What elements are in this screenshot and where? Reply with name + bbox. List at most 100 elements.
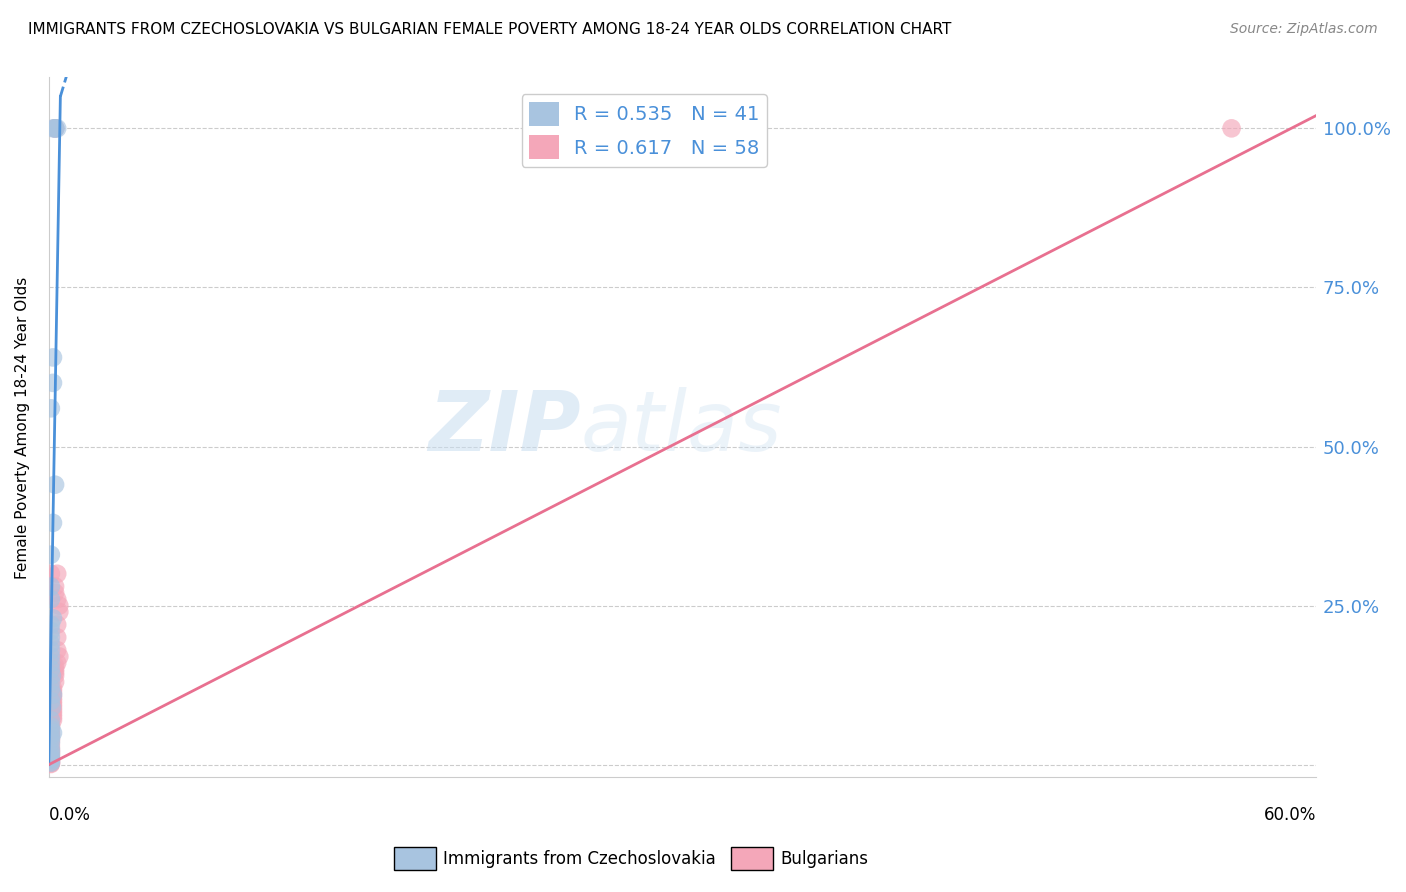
Point xyxy=(39,694,62,708)
Point xyxy=(39,719,62,733)
Point xyxy=(48,599,70,613)
Point xyxy=(1220,121,1243,136)
Point xyxy=(44,668,66,682)
Point xyxy=(39,741,62,756)
Point xyxy=(39,751,62,765)
Point xyxy=(39,566,62,581)
Point xyxy=(44,477,66,491)
Point xyxy=(42,688,65,702)
Point xyxy=(44,121,66,136)
Point xyxy=(46,631,69,645)
Point xyxy=(39,741,62,756)
Point xyxy=(42,706,65,721)
Point xyxy=(39,745,62,759)
Point xyxy=(42,713,65,727)
Point xyxy=(44,662,66,676)
Point xyxy=(42,681,65,696)
Point xyxy=(41,700,63,714)
Point xyxy=(39,631,62,645)
Point xyxy=(44,121,66,136)
Point xyxy=(39,726,62,740)
Point xyxy=(39,656,62,670)
Point xyxy=(39,727,62,741)
Point xyxy=(39,732,62,747)
Point xyxy=(39,548,62,562)
Point xyxy=(39,756,62,770)
Text: 60.0%: 60.0% xyxy=(1264,806,1316,824)
Text: ZIP: ZIP xyxy=(429,387,581,468)
Point xyxy=(39,617,62,632)
Text: Bulgarians: Bulgarians xyxy=(780,849,869,868)
Point xyxy=(39,716,62,731)
Point xyxy=(39,748,62,763)
Point xyxy=(42,700,65,714)
Point xyxy=(48,605,70,619)
Point xyxy=(48,649,70,664)
Point xyxy=(39,719,62,733)
Point xyxy=(42,611,65,625)
Point xyxy=(42,694,65,708)
Point xyxy=(42,376,65,390)
Point xyxy=(39,732,62,747)
Point xyxy=(39,753,62,767)
Text: Source: ZipAtlas.com: Source: ZipAtlas.com xyxy=(1230,22,1378,37)
Point xyxy=(42,684,65,698)
Point xyxy=(39,681,62,696)
Point xyxy=(39,735,62,749)
Point xyxy=(39,592,62,607)
Point xyxy=(46,617,69,632)
Point xyxy=(39,723,62,737)
Point xyxy=(42,726,65,740)
Point xyxy=(39,732,62,747)
Point xyxy=(46,592,69,607)
Legend: R = 0.535   N = 41, R = 0.617   N = 58: R = 0.535 N = 41, R = 0.617 N = 58 xyxy=(522,95,768,167)
Point xyxy=(39,748,62,763)
Point xyxy=(39,649,62,664)
Point xyxy=(39,746,62,760)
Point xyxy=(39,706,62,721)
Point xyxy=(46,566,69,581)
Point xyxy=(39,753,62,767)
Point xyxy=(42,690,65,705)
Point xyxy=(44,579,66,593)
Point xyxy=(39,624,62,638)
Point xyxy=(39,694,62,708)
Point xyxy=(39,739,62,753)
Point xyxy=(39,662,62,676)
Point xyxy=(46,643,69,657)
Point xyxy=(46,121,69,136)
Point xyxy=(42,704,65,718)
Point xyxy=(46,656,69,670)
Point xyxy=(39,643,62,657)
Point xyxy=(41,668,63,682)
Point xyxy=(39,713,62,727)
Point xyxy=(44,121,66,136)
Point xyxy=(39,729,62,743)
Point xyxy=(39,579,62,593)
Text: Immigrants from Czechoslovakia: Immigrants from Czechoslovakia xyxy=(443,849,716,868)
Point xyxy=(44,586,66,600)
Point xyxy=(39,729,62,743)
Point xyxy=(39,744,62,758)
Text: IMMIGRANTS FROM CZECHOSLOVAKIA VS BULGARIAN FEMALE POVERTY AMONG 18-24 YEAR OLDS: IMMIGRANTS FROM CZECHOSLOVAKIA VS BULGAR… xyxy=(28,22,952,37)
Point xyxy=(39,756,62,770)
Point xyxy=(42,688,65,702)
Point xyxy=(39,662,62,676)
Point xyxy=(42,710,65,724)
Point xyxy=(39,675,62,690)
Point xyxy=(39,750,62,764)
Point xyxy=(39,755,62,769)
Point xyxy=(39,755,62,769)
Point xyxy=(39,745,62,759)
Point xyxy=(39,757,62,772)
Point xyxy=(44,659,66,673)
Point xyxy=(39,681,62,696)
Text: 0.0%: 0.0% xyxy=(49,806,90,824)
Point xyxy=(44,121,66,136)
Text: atlas: atlas xyxy=(581,387,783,468)
Point xyxy=(39,735,62,749)
Point xyxy=(39,756,62,771)
Point xyxy=(39,637,62,651)
Point xyxy=(42,121,65,136)
Y-axis label: Female Poverty Among 18-24 Year Olds: Female Poverty Among 18-24 Year Olds xyxy=(15,277,30,579)
